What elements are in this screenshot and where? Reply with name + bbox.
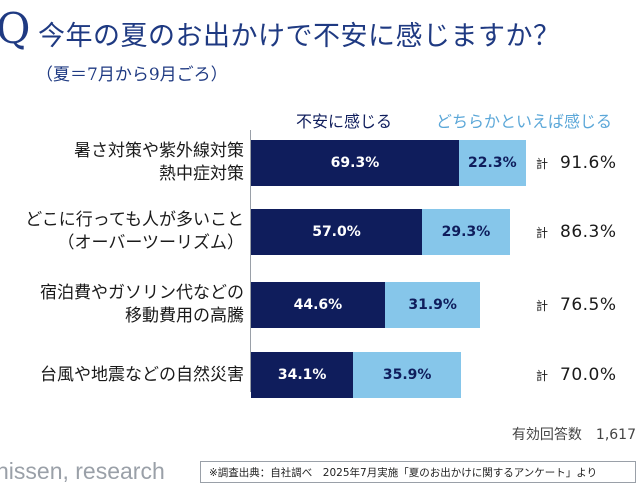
total-value: 86.3% [560,222,617,242]
total-prefix: 計 [536,368,549,383]
total-label: 計 91.6% [536,140,617,186]
category-label-line: 宿泊費やガソリン代などの [40,283,244,303]
source-note: ※調査出典：自社調べ 2025年7月実施「夏のお出かけに関するアンケート」より [200,461,636,483]
bar-segment-dark: 57.0% [251,209,422,255]
category-label: どこに行っても人が多いこと （オーバーツーリズム） [25,209,244,255]
data-label: 35.9% [382,367,432,383]
chart-subtitle: （夏＝7月から9月ごろ） [36,65,228,85]
legend-series-2: どちらかといえば感じる [436,112,613,131]
total-value: 76.5% [560,295,617,315]
chart-axis-line [250,130,251,392]
total-prefix: 計 [536,225,549,240]
data-label: 44.6% [293,297,343,313]
category-label-line: 熱中症対策 [159,164,244,184]
category-label: 暑さ対策や紫外線対策熱中症対策 [74,140,244,186]
data-label: 34.1% [277,367,327,383]
total-value: 91.6% [560,153,617,173]
data-label: 29.3% [441,224,491,240]
data-label: 69.3% [330,155,380,171]
bar-segment-light: 35.9% [353,352,461,398]
chart-title: 今年の夏のお出かけで不安に感じますか？ [38,21,561,52]
bar-segment-dark: 34.1% [251,352,354,398]
sample-size: 有効回答数 1,617 [511,427,636,443]
bar-segment-light: 31.9% [384,282,481,328]
legend-series-1: 不安に感じる [296,112,393,131]
total-label: 計 86.3% [536,209,617,255]
q-mark: Q [0,4,31,53]
bar-segment-light: 29.3% [422,209,510,255]
data-label: 57.0% [312,224,361,240]
category-label: 台風や地震などの自然災害 [40,364,244,387]
total-value: 70.0% [560,365,617,385]
total-label: 計 76.5% [536,282,617,328]
category-label-line: （オーバーツーリズム） [57,233,245,253]
category-label-line: 暑さ対策や紫外線対策 [74,141,244,161]
total-prefix: 計 [536,156,549,171]
bar-segment-dark: 44.6% [251,282,385,328]
total-prefix: 計 [536,298,549,313]
data-label: 31.9% [408,297,457,313]
category-label: 宿泊費やガソリン代などの移動費用の高騰 [40,282,244,328]
category-label-line: 台風や地震などの自然災害 [40,364,244,385]
category-label-line: 移動費用の高騰 [125,306,244,326]
brand-logo: nissen, research [0,458,165,484]
category-label-line: どこに行っても人が多いこと [25,210,244,230]
bar-segment-light: 22.3% [458,140,526,186]
data-label: 22.3% [468,155,517,171]
bar-segment-dark: 69.3% [251,140,459,186]
total-label: 計 70.0% [536,352,617,398]
